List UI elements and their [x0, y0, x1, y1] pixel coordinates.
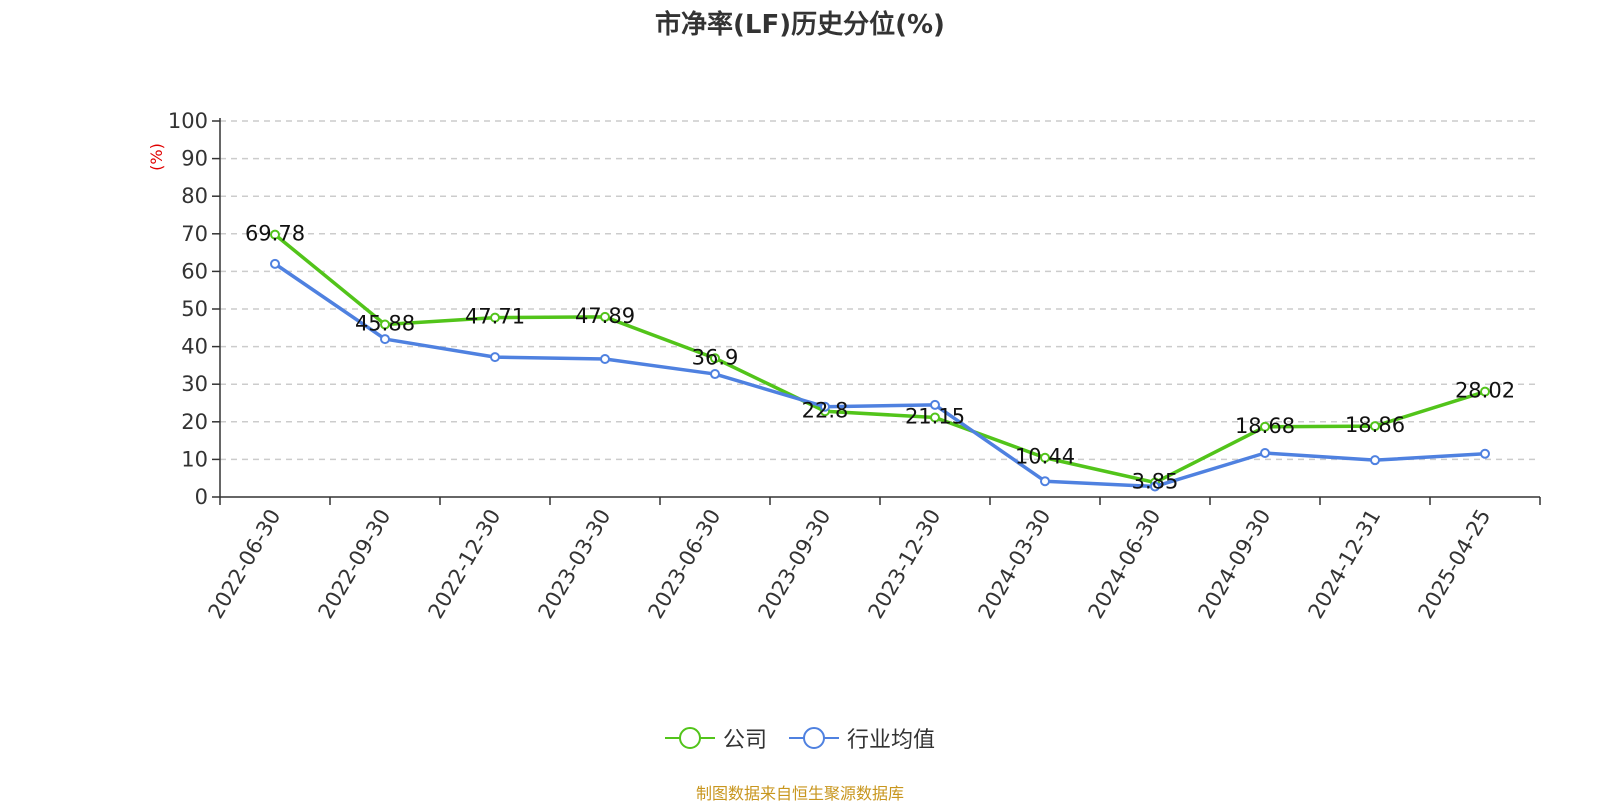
data-label: 28.02	[1455, 379, 1515, 403]
data-label: 22.8	[802, 398, 849, 422]
y-tick-label: 10	[181, 447, 208, 471]
data-label: 69.78	[245, 222, 305, 246]
x-tick-label: 2023-12-30	[864, 505, 946, 623]
x-tick-label: 2024-06-30	[1084, 505, 1166, 623]
series-line-1	[274, 262, 1486, 489]
x-tick-label: 2023-06-30	[644, 505, 726, 623]
data-label: 10.44	[1015, 445, 1075, 469]
series-1-point	[600, 354, 610, 365]
legend-item-industry[interactable]: 行业均值	[789, 722, 935, 754]
x-tick-label: 2022-12-30	[424, 505, 506, 623]
data-label: 3.85	[1132, 470, 1179, 494]
y-tick-label: 70	[181, 222, 208, 246]
data-label: 18.86	[1345, 413, 1405, 437]
series-1-point	[820, 401, 830, 412]
series-0-point	[380, 319, 390, 330]
series-1-point	[490, 352, 500, 363]
series-0-point	[1040, 452, 1050, 463]
legend-company-marker-icon	[664, 727, 715, 749]
series-0-point	[930, 412, 940, 423]
source-note: 制图数据来自恒生聚源数据库	[695, 784, 904, 803]
data-label: 21.15	[905, 404, 965, 428]
series-0-point	[490, 312, 500, 323]
x-tick-label: 2024-03-30	[974, 505, 1056, 623]
y-tick-label: 100	[168, 109, 208, 133]
series-0-point	[270, 229, 280, 240]
series-0-point	[1370, 421, 1380, 432]
series-0-point	[710, 353, 720, 364]
legend-item-company[interactable]: 公司	[664, 722, 767, 754]
x-tick-label: 2024-12-31	[1304, 505, 1386, 623]
legend-label-company: 公司	[722, 728, 767, 753]
data-label: 18.68	[1235, 414, 1295, 438]
series-1-point	[710, 369, 720, 380]
series-1-point	[930, 399, 940, 410]
series-1-point	[1480, 448, 1490, 459]
series-1-point	[1040, 476, 1050, 487]
data-label: 45.88	[355, 311, 415, 335]
x-tick-label: 2025-04-25	[1414, 505, 1496, 623]
x-tick-label: 2023-03-30	[534, 505, 616, 623]
series-lines	[270, 229, 1490, 492]
series-0-point	[1480, 386, 1490, 397]
series-1-point	[380, 334, 390, 345]
axes: 0 10 20 30 40 50 60 70 80 90 100(%) 2022-06-30 2022-…	[147, 109, 1541, 623]
series-1-point	[1370, 455, 1380, 466]
series-0-point	[600, 311, 610, 322]
x-tick-label: 2023-09-30	[754, 505, 836, 623]
y-tick-label: 90	[181, 147, 208, 171]
series-line-0	[273, 233, 1486, 485]
x-tick-label: 2024-09-30	[1194, 505, 1276, 623]
data-label: 47.71	[465, 305, 525, 329]
legend-industry-marker-icon	[789, 727, 839, 749]
data-labels: 69.78 45.88 47.71 47.89 36.9 22.8 21.15 10.44 3.…	[245, 222, 1515, 494]
grid-lines	[220, 120, 1540, 461]
series-1-point	[1150, 481, 1160, 492]
y-tick-label: 50	[181, 297, 208, 321]
series-1-point	[1260, 448, 1270, 459]
legend: 公司 行业均值	[0, 722, 1600, 754]
y-tick-label: 30	[181, 372, 208, 396]
y-tick-label: 40	[181, 335, 208, 359]
y-tick-label: 80	[181, 184, 208, 208]
data-label: 47.89	[575, 304, 635, 328]
x-tick-label: 2022-06-30	[204, 505, 286, 623]
series-1-point	[270, 258, 280, 269]
x-tick-label: 2022-09-30	[314, 505, 396, 623]
legend-label-industry: 行业均值	[847, 728, 936, 753]
chart-title: 市净率(LF)历史分位(%)	[655, 10, 945, 40]
y-tick-label: 0	[195, 485, 208, 509]
data-label: 36.9	[692, 345, 739, 369]
y-axis-label: (%)	[147, 143, 166, 171]
y-tick-label: 20	[181, 410, 208, 434]
series-0-point	[1260, 421, 1270, 432]
y-tick-label: 60	[181, 259, 208, 283]
